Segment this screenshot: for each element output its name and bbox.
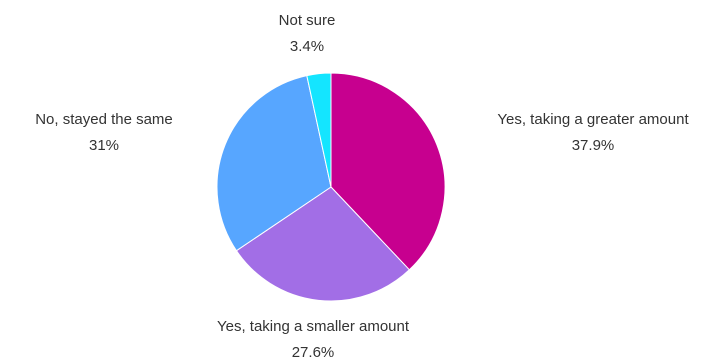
slice-value-greater: 37.9% (572, 137, 615, 154)
slice-value-smaller: 27.6% (292, 344, 335, 360)
slice-value-not-sure: 3.4% (290, 38, 324, 55)
pie-slice-greater (330, 72, 446, 271)
pie-slices (216, 72, 446, 302)
slice-label-same: No, stayed the same (35, 111, 173, 128)
slice-label-greater: Yes, taking a greater amount (497, 111, 689, 128)
slice-label-smaller: Yes, taking a smaller amount (217, 318, 410, 335)
slice-value-same: 31% (89, 137, 119, 154)
slice-label-not-sure: Not sure (279, 12, 336, 29)
pie-slice-smaller (235, 186, 411, 302)
pie-slice-not-sure (306, 72, 332, 188)
pie-slice-same (216, 75, 332, 252)
